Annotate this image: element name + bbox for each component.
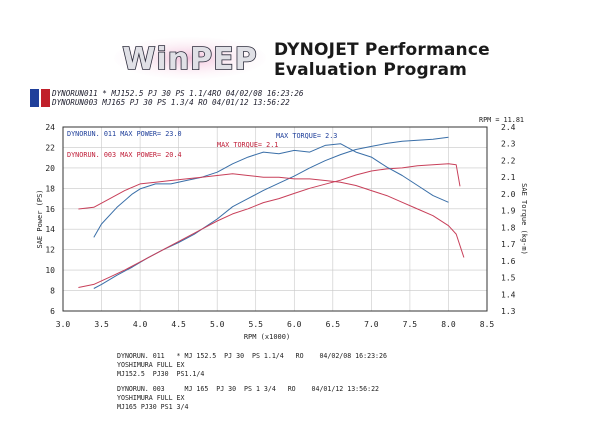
y-left-axis-ticks: 6 8 10 12 14 16 18 20 22 24	[45, 123, 55, 316]
y-right-tick-label-3: 1.6	[501, 257, 516, 266]
y-right-tick-label-8: 2.1	[501, 173, 516, 182]
footer-run003-line1: DYNORUN. 003 MJ 165 PJ 30 PS 1 3/4 RO 04…	[117, 385, 380, 393]
y-right-tick-label-1: 1.4	[501, 290, 516, 299]
x-tick-label-11: 8.5	[480, 320, 495, 329]
annotation-run003-max-power: DYNORUN. 003 MAX POWER= 20.4	[67, 151, 182, 159]
series-run011-torque	[93, 143, 449, 238]
run-003-label: DYNORUN003 MJ165 PJ 30 PS 1.3/4 RO 04/01…	[52, 97, 290, 107]
y-left-tick-label-2: 10	[45, 266, 55, 275]
y-right-tick-label-2: 1.5	[501, 274, 516, 283]
x-tick-label-5: 5.5	[249, 320, 264, 329]
x-tick-label-4: 5.0	[210, 320, 225, 329]
app-title-line1: DYNOJET Performance	[274, 40, 490, 60]
footer-run011-line3: MJ152.5 PJ30 PS1.1/4	[117, 370, 205, 378]
run-011-swatch-red	[41, 88, 50, 98]
footer-run011-line1: DYNORUN. 011 * MJ 152.5 PJ 30 PS 1.1/4 R…	[117, 352, 387, 360]
x-tick-label-8: 7.0	[364, 320, 379, 329]
y-left-tick-label-8: 22	[45, 143, 55, 152]
annotation-max-torque-003: MAX TORQUE= 2.1	[217, 141, 278, 149]
x-tick-label-9: 7.5	[403, 320, 418, 329]
run-003-swatch-red	[41, 97, 50, 107]
footer-run003-line2: YOSHIMURA FULL EX	[117, 394, 185, 402]
y-right-tick-label-9: 2.2	[501, 156, 516, 165]
run-legend-011: DYNORUN011 * MJ152.5 PJ 30 PS 1.1/4RO 04…	[30, 88, 303, 98]
x-tick-label-7: 6.5	[326, 320, 341, 329]
chart-curves	[78, 136, 465, 289]
x-tick-label-3: 4.5	[171, 320, 186, 329]
x-tick-label-10: 8.0	[441, 320, 456, 329]
rpm-readout: RPM = 11.81	[479, 116, 524, 124]
y-left-tick-label-9: 24	[45, 123, 55, 132]
x-tick-label-2: 4.0	[133, 320, 148, 329]
y-left-tick-label-4: 14	[45, 225, 55, 234]
y-right-tick-label-7: 2.0	[501, 190, 516, 199]
app-title-line2: Evaluation Program	[274, 60, 468, 80]
y-right-tick-label-10: 2.3	[501, 140, 516, 149]
y-right-tick-label-5: 1.8	[501, 223, 516, 232]
winpep-logo: WinPEP	[114, 37, 266, 79]
y-right-tick-label-4: 1.7	[501, 240, 516, 249]
x-tick-label-6: 6.0	[287, 320, 302, 329]
series-run011-power	[93, 136, 449, 289]
annotation-run011-max-power: DYNORUN. 011 MAX POWER= 23.0	[67, 130, 182, 138]
y-right-axis-label: SAE Torque (kg-m)	[520, 183, 528, 255]
y-right-axis-ticks: 1.3 1.4 1.5 1.6 1.7 1.8 1.9 2.0 2.1 2.2 2.3 2.4	[501, 123, 516, 316]
y-left-tick-label-1: 8	[50, 287, 55, 296]
logo-text: WinPEP	[122, 42, 257, 77]
x-axis-ticks: 3.0 3.5 4.0 4.5 5.0 5.5 6.0 6.5 7.0 7.5 8.0 8.5	[56, 320, 495, 329]
x-axis-label: RPM (x1000)	[244, 333, 290, 341]
y-right-tick-label-0: 1.3	[501, 307, 516, 316]
y-left-tick-label-0: 6	[50, 307, 55, 316]
y-left-axis-label: SAE Power (PS)	[36, 189, 44, 248]
annotation-max-torque-011: MAX TORQUE= 2.3	[276, 132, 337, 140]
plot-frame	[62, 126, 488, 312]
series-run003-torque	[78, 173, 465, 258]
y-right-tick-label-6: 1.9	[501, 207, 516, 216]
run-003-swatch-blue	[30, 97, 39, 107]
y-left-tick-label-7: 20	[45, 164, 55, 173]
y-left-tick-label-3: 12	[45, 246, 55, 255]
footer-run011-line2: YOSHIMURA FULL EX	[117, 361, 185, 369]
y-left-tick-label-6: 18	[45, 184, 55, 193]
y-right-tick-label-11: 2.4	[501, 123, 516, 132]
footer-run003-line3: MJ165 PJ30 PS1 3/4	[117, 403, 189, 411]
y-left-tick-label-5: 16	[45, 205, 55, 214]
run-011-swatch-blue	[30, 88, 39, 98]
series-run003-power	[78, 163, 461, 288]
run-legend-003: DYNORUN003 MJ165 PJ 30 PS 1.3/4 RO 04/01…	[30, 97, 290, 107]
run-011-label: DYNORUN011 * MJ152.5 PJ 30 PS 1.1/4RO 04…	[52, 88, 304, 98]
x-tick-label-1: 3.5	[94, 320, 109, 329]
x-tick-label-0: 3.0	[56, 320, 71, 329]
